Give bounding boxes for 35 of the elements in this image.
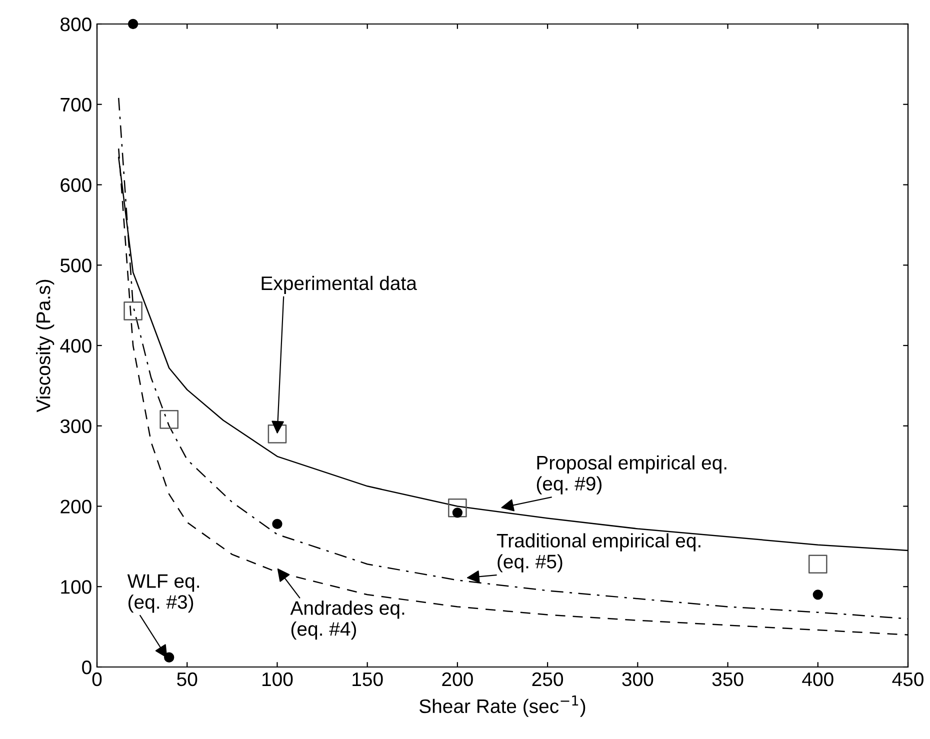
y-axis-title: Viscosity (Pa.s) bbox=[36, 280, 54, 412]
point bbox=[808, 554, 828, 574]
x-axis-title: Shear Rate (sec$^{−1}$) bbox=[419, 696, 586, 717]
annotation: Andrades eq. (eq. #4) bbox=[290, 600, 404, 640]
annotation: Experimental data bbox=[262, 276, 417, 294]
y-tick-label: 700 bbox=[60, 98, 92, 112]
x-tick-label: 300 bbox=[622, 672, 654, 686]
annotation: Proposal empirical eq. (eq. #9) bbox=[536, 455, 726, 494]
x-tick-label: 350 bbox=[712, 672, 744, 686]
annotation: WLF eq. (eq. #3) bbox=[127, 574, 199, 613]
x-tick-label: 250 bbox=[532, 672, 564, 686]
annotation: Traditional empirical eq. (eq. #5) bbox=[496, 533, 700, 572]
point bbox=[124, 302, 142, 320]
point bbox=[268, 424, 287, 444]
point bbox=[128, 18, 138, 30]
point bbox=[448, 498, 467, 518]
y-tick-label: 600 bbox=[60, 178, 92, 192]
point bbox=[164, 652, 174, 662]
x-tick-label: 200 bbox=[442, 672, 473, 686]
x-tick-label: 0 bbox=[92, 672, 102, 686]
y-tick-label: 500 bbox=[60, 258, 92, 272]
x-tick-label: 450 bbox=[892, 672, 924, 686]
y-tick-label: 100 bbox=[61, 580, 92, 594]
x-tick-label: 400 bbox=[802, 672, 834, 686]
y-tick-label: 800 bbox=[60, 17, 92, 32]
y-tick-label: 300 bbox=[60, 419, 92, 434]
y-tick-label: 0 bbox=[82, 660, 92, 674]
x-tick-label: 50 bbox=[177, 672, 198, 686]
point bbox=[812, 590, 823, 600]
point bbox=[272, 518, 282, 530]
point bbox=[160, 410, 178, 429]
y-tick-label: 200 bbox=[60, 500, 92, 514]
x-tick-label: 100 bbox=[262, 672, 293, 686]
x-tick-label: 150 bbox=[352, 672, 383, 686]
y-tick-label: 400 bbox=[60, 338, 92, 353]
